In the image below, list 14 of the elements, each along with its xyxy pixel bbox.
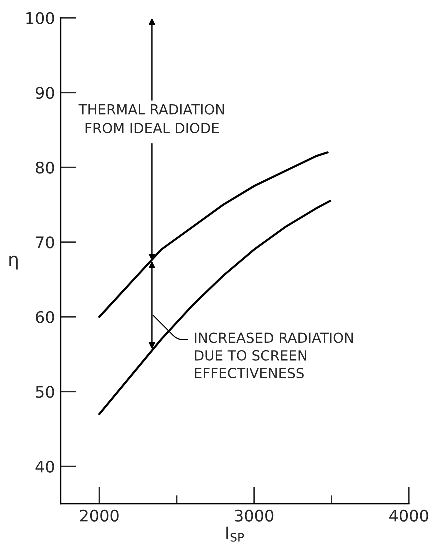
y-tick-label: 100 [26, 12, 54, 24]
y-tick-label: 80 [36, 162, 54, 174]
annotation: INCREASED RADIATION DUE TO SCREEN EFFECTIVENESS [195, 332, 354, 379]
y-axis-title: η [10, 256, 18, 270]
x-axis-title: I$_{SP}$ [226, 526, 244, 542]
y-tick-label: 40 [36, 460, 54, 473]
y-tick-label: 60 [36, 311, 54, 324]
x-tick-label: 4000 [390, 510, 428, 522]
x-tick-label: 2000 [80, 510, 119, 522]
y-tick-label: 90 [36, 87, 54, 100]
x-tick-label: 3000 [235, 510, 274, 522]
y-tick-label: 50 [36, 386, 54, 398]
y-tick-label: 70 [36, 236, 54, 249]
annotation: THERMAL RADIATION FROM IDEAL DIODE [78, 104, 224, 134]
